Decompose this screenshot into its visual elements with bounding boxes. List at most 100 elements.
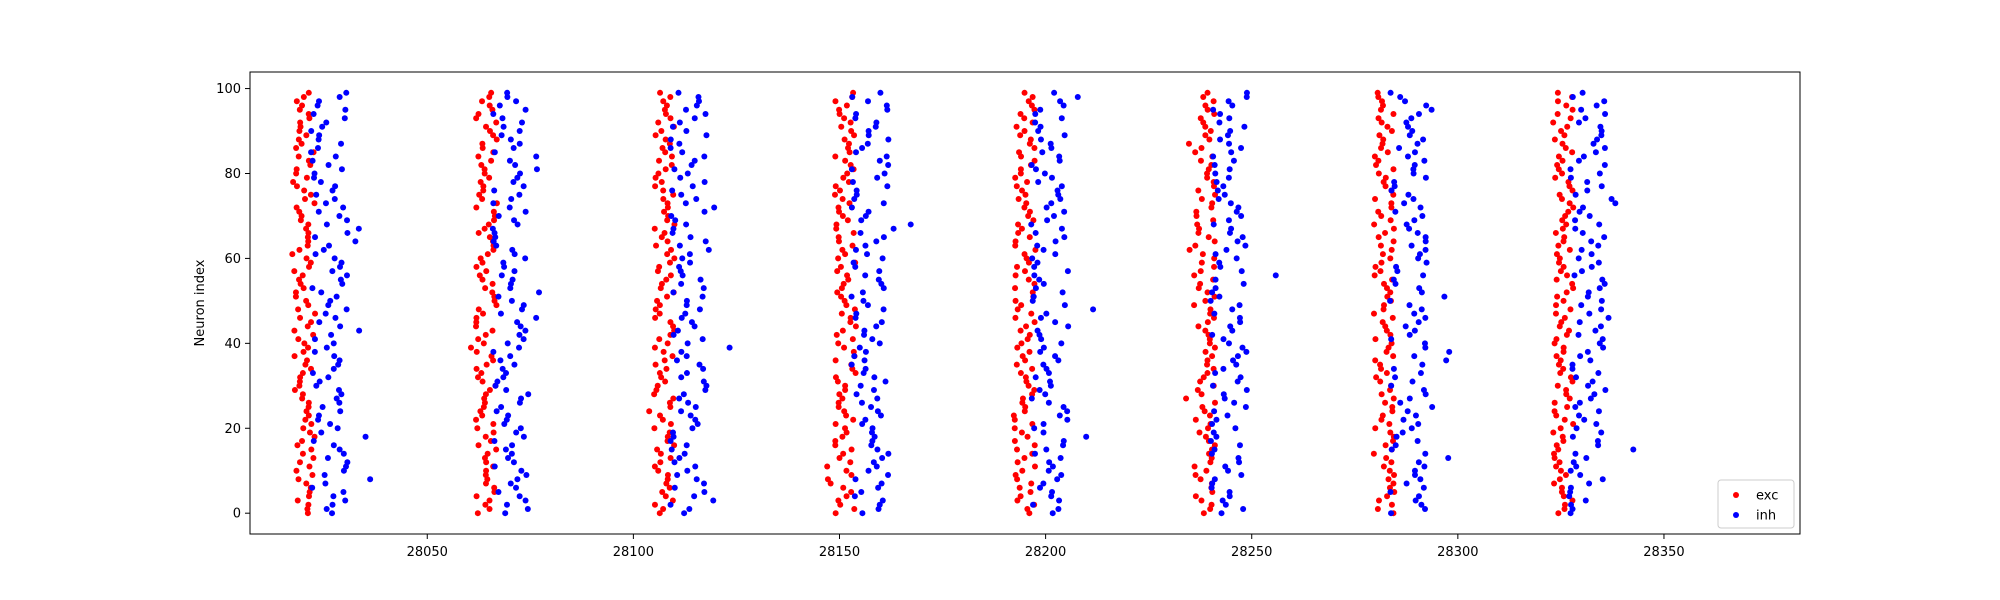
exc-spike-point bbox=[1566, 246, 1573, 253]
exc-spike-point bbox=[1558, 488, 1565, 495]
inh-spike-point bbox=[1209, 382, 1216, 389]
inh-spike-point bbox=[1585, 289, 1592, 296]
exc-spike-point bbox=[295, 336, 302, 343]
exc-spike-point bbox=[480, 340, 487, 347]
exc-spike-point bbox=[293, 145, 300, 152]
inh-spike-point bbox=[1241, 123, 1248, 130]
inh-spike-point bbox=[1420, 272, 1427, 279]
exc-spike-point bbox=[1382, 229, 1389, 236]
inh-spike-point bbox=[1209, 289, 1216, 296]
inh-spike-point bbox=[511, 361, 518, 368]
inh-spike-point bbox=[513, 484, 520, 491]
inh-spike-point bbox=[1582, 497, 1589, 504]
exc-spike-point bbox=[1198, 391, 1205, 398]
inh-spike-point bbox=[668, 446, 675, 453]
exc-spike-point bbox=[1382, 442, 1389, 449]
exc-spike-point bbox=[299, 272, 306, 279]
exc-spike-point bbox=[832, 98, 839, 105]
inh-spike-point bbox=[491, 438, 498, 445]
inh-spike-point bbox=[1207, 297, 1214, 304]
exc-spike-point bbox=[1026, 331, 1033, 338]
inh-spike-point bbox=[701, 488, 708, 495]
exc-spike-point bbox=[1553, 251, 1560, 258]
inh-spike-point bbox=[1052, 238, 1059, 245]
inh-spike-point bbox=[1060, 438, 1067, 445]
exc-spike-point bbox=[490, 132, 497, 139]
inh-spike-point bbox=[883, 153, 890, 160]
exc-spike-point bbox=[832, 438, 839, 445]
exc-spike-point bbox=[652, 132, 659, 139]
inh-spike-point bbox=[1211, 310, 1218, 317]
inh-spike-point bbox=[685, 399, 692, 406]
inh-spike-point bbox=[1211, 161, 1218, 168]
exc-spike-point bbox=[1556, 476, 1563, 483]
inh-spike-point bbox=[885, 136, 892, 143]
exc-spike-point bbox=[305, 344, 312, 351]
inh-spike-point bbox=[1037, 484, 1044, 491]
exc-spike-point bbox=[1018, 225, 1025, 232]
exc-spike-point bbox=[1374, 89, 1381, 96]
exc-spike-point bbox=[1390, 480, 1397, 487]
exc-spike-point bbox=[836, 391, 843, 398]
inh-spike-point bbox=[874, 408, 881, 415]
inh-spike-point bbox=[1393, 433, 1400, 440]
inh-spike-point bbox=[857, 382, 864, 389]
exc-spike-point bbox=[834, 289, 841, 296]
exc-spike-point bbox=[1017, 170, 1024, 177]
exc-spike-point bbox=[832, 374, 839, 381]
inh-spike-point bbox=[1214, 187, 1221, 194]
inh-spike-point bbox=[1406, 302, 1413, 309]
legend-marker-inh bbox=[1733, 512, 1739, 518]
inh-spike-point bbox=[1222, 463, 1229, 470]
exc-spike-point bbox=[656, 510, 663, 517]
inh-spike-point bbox=[1234, 353, 1241, 360]
exc-spike-point bbox=[1559, 140, 1566, 147]
inh-spike-point bbox=[1593, 421, 1600, 428]
inh-spike-point bbox=[1411, 161, 1418, 168]
exc-spike-point bbox=[1013, 123, 1020, 130]
inh-spike-point bbox=[702, 111, 709, 118]
inh-spike-point bbox=[340, 488, 347, 495]
inh-spike-point bbox=[536, 289, 543, 296]
inh-spike-point bbox=[495, 488, 502, 495]
inh-spike-point bbox=[684, 467, 691, 474]
exc-spike-point bbox=[1203, 467, 1210, 474]
exc-spike-point bbox=[666, 259, 673, 266]
inh-spike-point bbox=[1598, 306, 1605, 313]
inh-spike-point bbox=[319, 404, 326, 411]
inh-spike-point bbox=[514, 319, 521, 326]
exc-spike-point bbox=[295, 153, 302, 160]
inh-spike-point bbox=[496, 102, 503, 109]
inh-spike-point bbox=[1575, 119, 1582, 126]
exc-spike-point bbox=[1379, 412, 1386, 419]
inh-spike-point bbox=[1028, 221, 1035, 228]
inh-spike-point bbox=[1411, 217, 1418, 224]
inh-spike-point bbox=[678, 408, 685, 415]
exc-spike-point bbox=[1563, 221, 1570, 228]
inh-spike-point bbox=[862, 416, 869, 423]
exc-spike-point bbox=[671, 255, 678, 262]
inh-spike-point bbox=[878, 319, 885, 326]
exc-spike-point bbox=[1383, 370, 1390, 377]
inh-spike-point bbox=[1032, 166, 1039, 173]
exc-spike-point bbox=[1381, 280, 1387, 287]
inh-spike-point bbox=[505, 412, 512, 419]
exc-spike-point bbox=[668, 246, 675, 253]
exc-spike-point bbox=[473, 319, 480, 326]
inh-spike-point bbox=[858, 217, 865, 224]
inh-spike-point bbox=[1592, 327, 1599, 334]
exc-spike-point bbox=[1015, 221, 1022, 228]
exc-spike-point bbox=[483, 361, 490, 368]
exc-spike-point bbox=[1566, 327, 1572, 334]
inh-spike-point bbox=[1595, 242, 1602, 249]
inh-spike-point bbox=[1058, 225, 1065, 232]
inh-spike-point bbox=[853, 191, 860, 198]
exc-spike-point bbox=[1207, 306, 1214, 313]
exc-spike-point bbox=[478, 161, 485, 168]
inh-spike-point bbox=[875, 276, 882, 283]
exc-spike-point bbox=[491, 484, 498, 491]
inh-spike-point bbox=[1229, 102, 1236, 109]
exc-spike-point bbox=[835, 234, 842, 241]
inh-spike-point bbox=[503, 501, 510, 508]
inh-spike-point bbox=[1569, 433, 1576, 440]
